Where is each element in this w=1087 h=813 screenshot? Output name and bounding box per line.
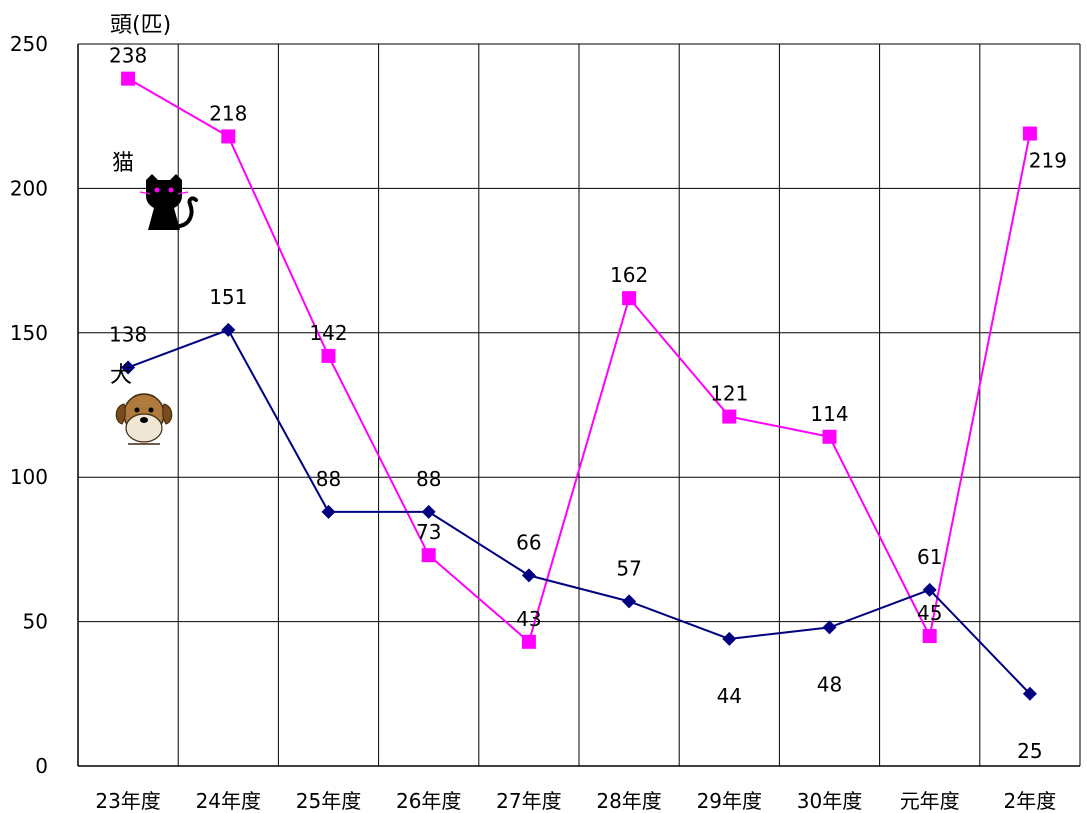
data-label-dog: 88: [416, 467, 441, 491]
data-point-cat: [622, 291, 636, 305]
data-label-cat: 142: [309, 321, 347, 345]
dog-face-icon: [116, 394, 172, 444]
data-label-cat: 114: [810, 402, 848, 426]
axes: 0 50 100 150 200 250 23年度 24年度 25年度 26年度 27年度 28年度 2…: [10, 32, 1080, 813]
data-label-dog: 66: [516, 530, 541, 554]
x-tick-label: 元年度: [900, 789, 960, 813]
x-tick-label: 25年度: [296, 789, 361, 813]
x-tick-label: 23年度: [95, 789, 160, 813]
data-point-dog: [823, 620, 837, 634]
legend-dog: 犬: [110, 363, 172, 444]
data-point-cat: [322, 349, 336, 363]
data-label-cat: 162: [610, 263, 648, 287]
data-point-cat: [422, 548, 436, 562]
data-point-cat: [1023, 127, 1037, 141]
data-point-dog: [722, 632, 736, 646]
x-tick-label: 26年度: [396, 789, 461, 813]
data-point-dog: [221, 323, 235, 337]
x-tick-label: 28年度: [596, 789, 661, 813]
black-cat-icon: [140, 174, 196, 230]
data-label-cat: 43: [516, 607, 541, 631]
legend-cat-label: 猫: [112, 151, 134, 176]
data-label-cat: 238: [109, 44, 147, 68]
data-point-dog: [622, 594, 636, 608]
data-label-dog: 57: [616, 556, 641, 580]
y-tick-label: 250: [10, 32, 48, 56]
data-labels: 238 218 142 73 43 162 121 114 45 219 138 151 88 88 66 5…: [109, 44, 1067, 763]
y-axis-title: 頭(匹): [110, 13, 171, 38]
data-point-cat: [221, 129, 235, 143]
data-label-dog: 44: [717, 684, 742, 708]
y-tick-label: 0: [35, 754, 48, 778]
x-tick-label: 30年度: [797, 789, 862, 813]
data-label-cat: 218: [209, 101, 247, 125]
y-tick-label: 150: [10, 321, 48, 345]
data-point-cat: [823, 430, 837, 444]
data-label-cat: 219: [1029, 149, 1067, 173]
x-tick-label: 2年度: [1004, 789, 1057, 813]
data-label-dog: 61: [917, 545, 942, 569]
data-point-cat: [522, 635, 536, 649]
data-point-cat: [923, 629, 937, 643]
data-label-dog: 138: [109, 322, 147, 346]
x-tick-label: 24年度: [196, 789, 261, 813]
legend-cat: 猫: [112, 151, 196, 230]
y-tick-label: 50: [23, 610, 48, 634]
grid: [78, 44, 1080, 766]
data-label-dog: 151: [209, 285, 247, 309]
data-point-dog: [322, 505, 336, 519]
data-point-cat: [121, 72, 135, 86]
data-label-dog: 48: [817, 672, 842, 696]
data-label-dog: 25: [1017, 739, 1042, 763]
data-point-dog: [522, 568, 536, 582]
y-tick-label: 100: [10, 465, 48, 489]
data-point-cat: [722, 410, 736, 424]
y-tick-label: 200: [10, 176, 48, 200]
data-label-dog: 88: [316, 467, 341, 491]
data-label-cat: 45: [917, 601, 942, 625]
data-label-cat: 73: [416, 520, 441, 544]
x-tick-label: 27年度: [496, 789, 561, 813]
x-tick-label: 29年度: [697, 789, 762, 813]
data-label-cat: 121: [710, 382, 748, 406]
data-point-dog: [422, 505, 436, 519]
legend-dog-label: 犬: [110, 363, 132, 388]
